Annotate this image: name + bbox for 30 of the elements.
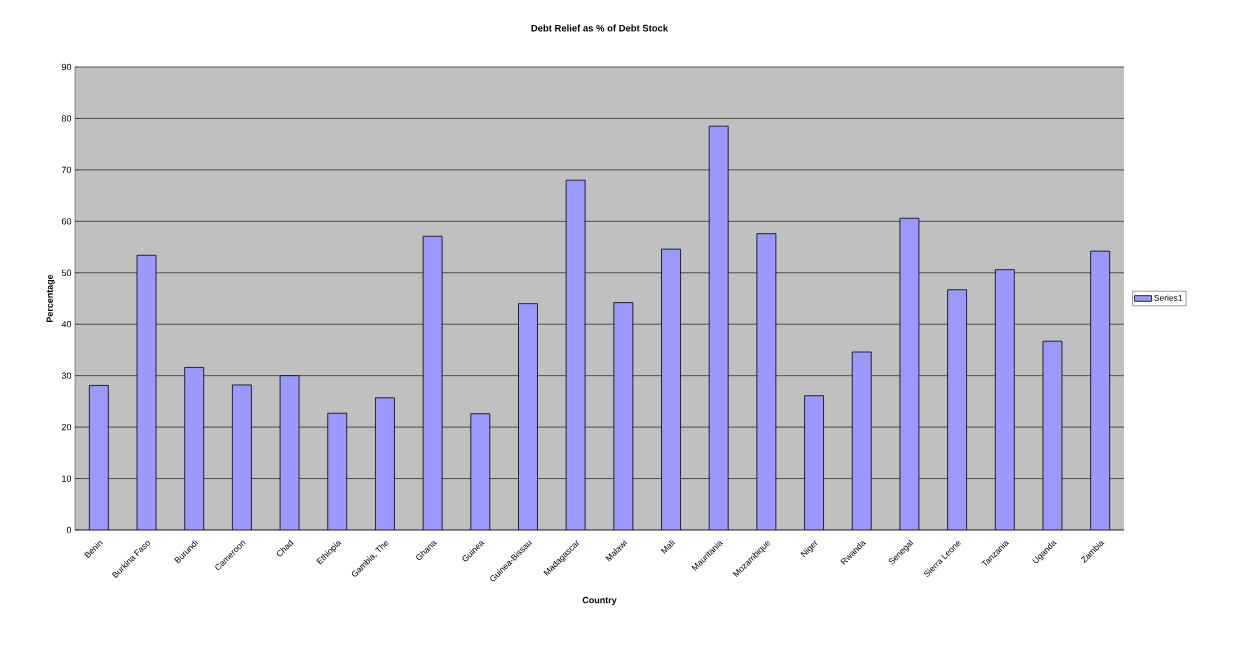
bar	[994, 269, 1015, 530]
x-axis-title: Country	[582, 596, 617, 605]
y-tick-label: 40	[61, 321, 72, 328]
bar	[708, 125, 729, 530]
bar	[661, 248, 681, 530]
y-tick-label: 20	[61, 423, 72, 431]
y-axis-title: Percentage	[46, 274, 55, 323]
bar	[613, 302, 634, 530]
y-tick-label: 10	[62, 475, 72, 482]
y-tick-label: 50	[61, 269, 72, 276]
legend-label: Series1	[1154, 294, 1183, 301]
bar	[518, 303, 538, 530]
y-tick-label: 0	[66, 526, 72, 534]
bar	[88, 385, 109, 530]
bar	[947, 289, 967, 530]
bar	[1090, 250, 1111, 530]
bar	[375, 397, 395, 530]
bar	[565, 179, 586, 530]
y-tick-label: 90	[61, 63, 72, 71]
bar	[184, 367, 205, 530]
bar	[231, 384, 252, 530]
y-tick-label: 60	[61, 218, 72, 225]
y-tick-label: 30	[61, 372, 72, 379]
bar	[804, 395, 824, 530]
y-tick-label: 80	[61, 115, 72, 122]
bar	[470, 413, 491, 530]
bar	[327, 412, 348, 530]
chart-title: Debt Relief as % of Debt Stock	[531, 24, 669, 32]
bar	[851, 351, 872, 530]
y-tick-label: 70	[61, 166, 72, 174]
